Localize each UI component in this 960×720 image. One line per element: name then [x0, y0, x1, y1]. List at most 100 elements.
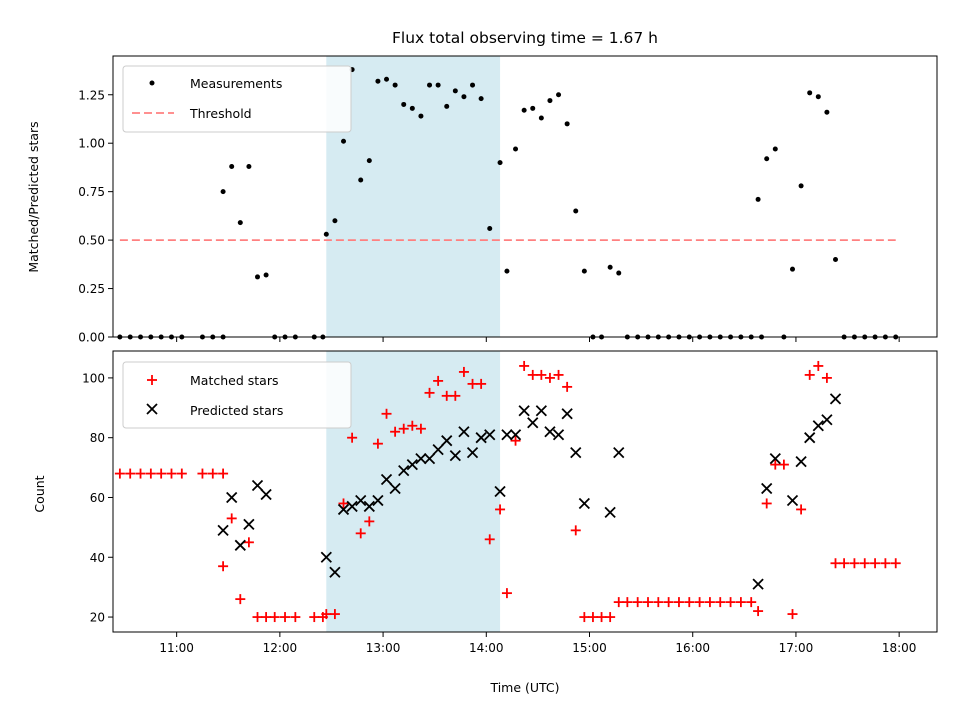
matched-star-point: [226, 513, 237, 524]
predicted-star-point: [494, 485, 506, 498]
matched-star-point: [156, 468, 167, 479]
measurement-point: [815, 94, 821, 100]
predicted-star-point: [406, 458, 418, 471]
matched-star-point: [859, 558, 870, 569]
predicted-star-point: [432, 444, 444, 456]
x-tick-label: 13:00: [366, 641, 401, 655]
measurement-point: [418, 113, 424, 119]
measurement-point: [564, 121, 570, 127]
measurement-point: [237, 220, 243, 226]
bottom-panel-y-axis-label: Count: [32, 475, 47, 512]
top-panel-y-axis-label: Matched/Predicted stars: [26, 121, 41, 272]
matched-star-point: [613, 597, 624, 608]
measurement-point: [470, 82, 476, 88]
measurement-point: [556, 92, 562, 98]
predicted-star-points: [217, 393, 842, 590]
top-legend-box: [122, 65, 352, 133]
matched-star-point: [753, 606, 764, 617]
matched-star-point: [355, 528, 366, 539]
matched-star-point: [813, 360, 824, 371]
measurement-point: [764, 156, 770, 162]
matched-star-point: [243, 537, 254, 548]
matched-star-point: [424, 387, 435, 398]
predicted-star-point: [786, 494, 799, 507]
matched-star-point: [290, 612, 301, 623]
measurement-point: [530, 105, 536, 111]
matched-star-point: [536, 369, 547, 380]
predicted-star-point: [217, 524, 229, 536]
y-tick-label: 100: [82, 371, 105, 385]
matched-star-point: [622, 597, 633, 608]
predicted-star-point: [320, 551, 332, 563]
matched-star-point: [218, 468, 229, 479]
predicted-star-point: [501, 429, 513, 441]
bottom-panel-legend: Matched stars Predicted stars: [122, 361, 352, 429]
matched-star-point: [821, 372, 832, 383]
matched-star-point: [280, 612, 291, 623]
predicted-star-point: [260, 488, 272, 501]
matched-star-point: [715, 597, 726, 608]
bottom-panel: 11:00 12:00 13:00 14:00 15:00 16:00 17:00 18:00…: [32, 350, 938, 695]
top-panel-frame: [112, 55, 938, 338]
bottom-legend-box: [122, 361, 352, 429]
predicted-star-point: [812, 420, 824, 432]
x-tick-label: 11:00: [159, 641, 194, 655]
matched-star-point: [787, 609, 798, 620]
matched-star-point: [372, 438, 383, 449]
matched-star-point: [501, 588, 512, 599]
measurement-point: [220, 189, 226, 195]
y-tick-label: 1.25: [78, 88, 105, 102]
measurement-point: [366, 158, 372, 164]
measurement-point: [409, 105, 415, 111]
y-tick-label: 0.00: [78, 331, 105, 345]
matched-star-point: [347, 432, 358, 443]
x-tick-label: 14:00: [469, 641, 504, 655]
top-panel: 0.00 0.25 0.50 0.75 1.00 1.25 Flux total obse…: [26, 29, 938, 345]
y-tick-label: 0.25: [78, 282, 105, 296]
predicted-star-point: [752, 578, 764, 590]
y-tick-label: 20: [90, 611, 105, 625]
matched-star-point: [704, 597, 715, 608]
measurement-point: [246, 163, 252, 169]
predicted-star-point: [243, 518, 255, 531]
y-tick-label: 80: [90, 431, 105, 445]
top-panel-ticks: 0.00 0.25 0.50 0.75 1.00 1.25: [78, 88, 900, 345]
predicted-star-point: [466, 447, 479, 459]
matched-star-point: [684, 597, 695, 608]
matched-star-point: [839, 558, 850, 569]
predicted-star-point: [251, 479, 264, 492]
predicted-star-point: [552, 429, 565, 441]
predicted-star-point: [415, 452, 427, 465]
predicted-star-point: [518, 405, 530, 417]
matched-star-point: [519, 360, 530, 371]
matched-star-point: [605, 612, 616, 623]
matched-star-point: [364, 516, 375, 527]
matched-star-point: [527, 369, 538, 380]
measurement-point: [384, 76, 390, 82]
predicted-star-point: [234, 539, 246, 551]
matched-star-point: [484, 534, 495, 545]
matched-star-point: [804, 369, 815, 380]
matched-star-point: [145, 468, 156, 479]
matched-star-point: [544, 372, 555, 383]
matched-star-point: [176, 468, 187, 479]
matched-star-point: [218, 561, 229, 572]
matched-star-point: [197, 468, 208, 479]
predicted-star-point: [441, 435, 453, 447]
x-tick-label: 16:00: [675, 641, 710, 655]
matched-star-point: [450, 390, 461, 401]
measurement-point: [229, 163, 235, 169]
predicted-star-point: [769, 452, 781, 465]
predicted-star-point: [398, 464, 410, 477]
predicted-star-point: [355, 494, 367, 507]
y-tick-label: 40: [90, 551, 105, 565]
x-tick-label: 18:00: [882, 641, 917, 655]
predicted-star-point: [804, 432, 816, 444]
matched-star-point: [135, 468, 146, 479]
measurement-point: [616, 270, 622, 276]
matched-star-point: [778, 459, 789, 470]
measurement-point: [807, 90, 813, 96]
measurement-point: [392, 82, 398, 88]
measurement-point: [513, 146, 519, 152]
measurement-point: [444, 103, 450, 109]
